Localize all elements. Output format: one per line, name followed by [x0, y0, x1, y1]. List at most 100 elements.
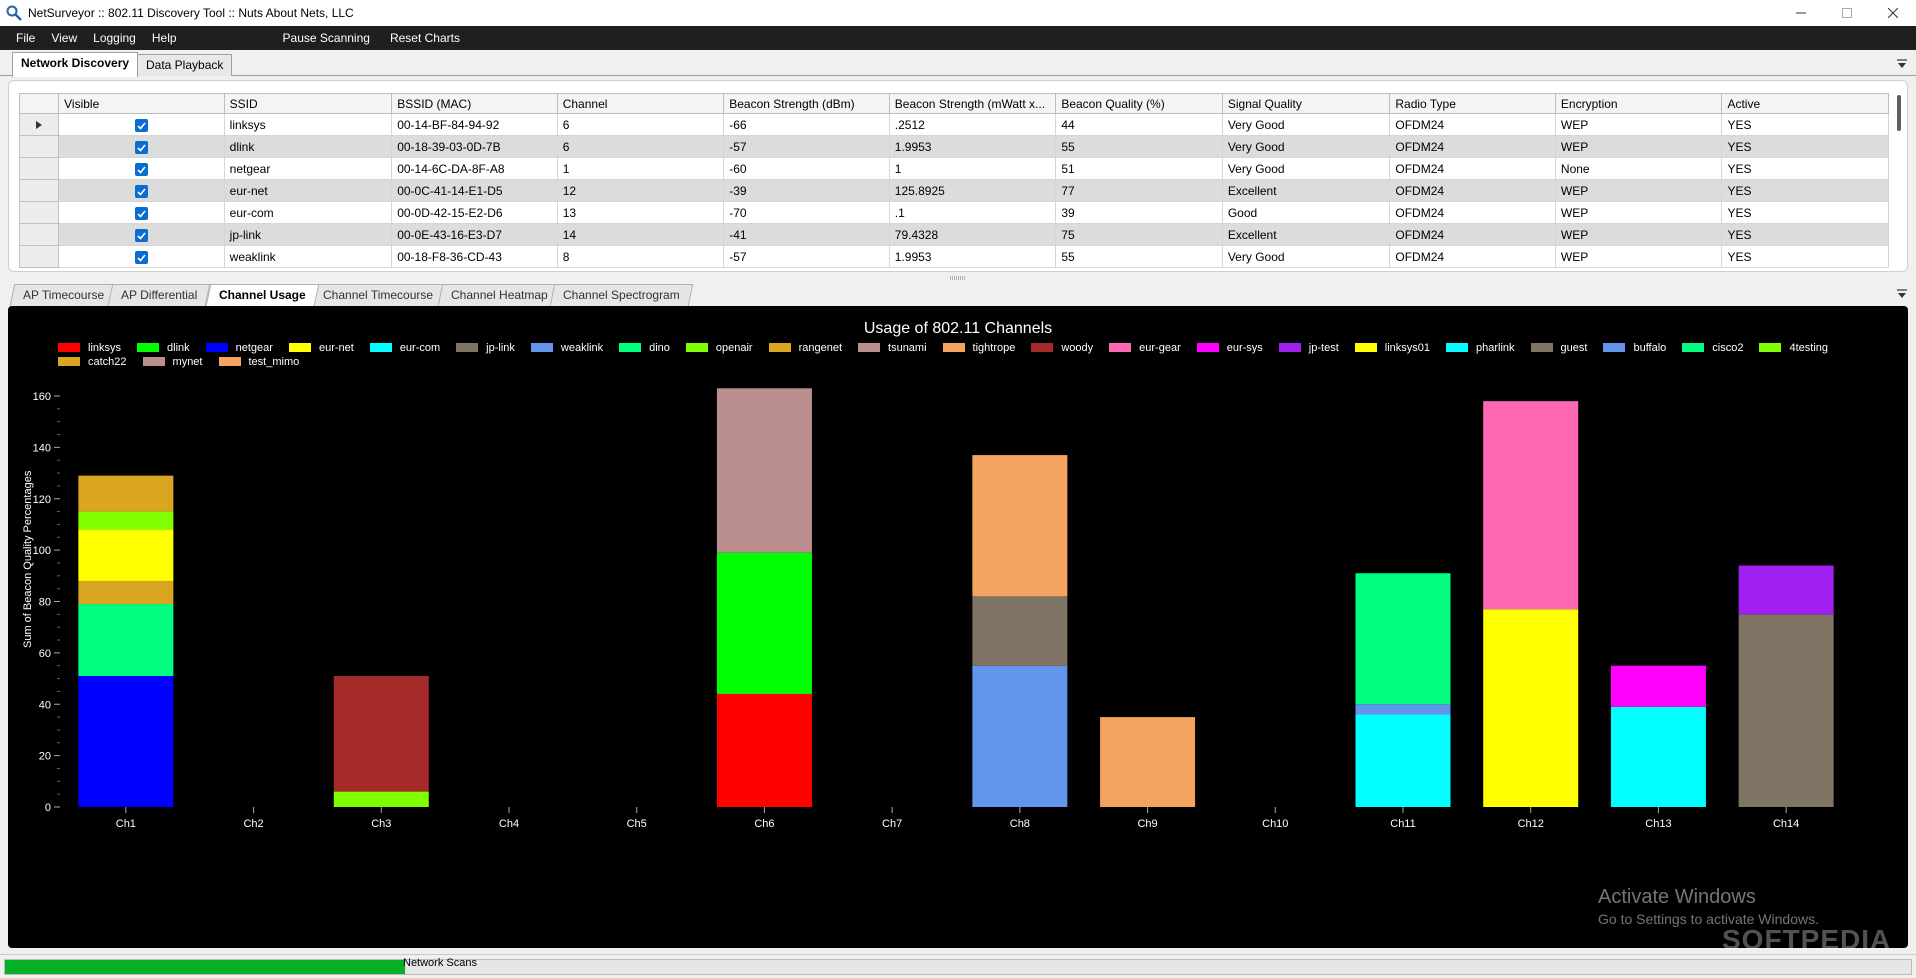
cell-ssid[interactable]: linksys	[223, 113, 393, 136]
row-selector[interactable]	[18, 201, 60, 224]
cell-active[interactable]: YES	[1721, 223, 1889, 246]
table-row[interactable]: linksys 00-14-BF-84-94-92 6 -66 .2512 44…	[18, 113, 1889, 136]
cell-mwatt[interactable]: 79.4328	[888, 223, 1057, 246]
cell-mwatt[interactable]: 1	[888, 157, 1057, 180]
table-row[interactable]: eur-net 00-0C-41-14-E1-D5 12 -39 125.892…	[18, 179, 1889, 202]
cell-dbm[interactable]: -66	[723, 113, 890, 136]
table-row[interactable]: eur-com 00-0D-42-15-E2-D6 13 -70 .1 39 G…	[18, 201, 1889, 224]
cell-ssid[interactable]: eur-net	[223, 179, 393, 202]
visible-checkbox[interactable]	[58, 179, 225, 202]
cell-dbm[interactable]: -41	[723, 223, 890, 246]
splitter-grip-icon[interactable]	[950, 276, 966, 280]
cell-quality[interactable]: 39	[1055, 201, 1223, 224]
cell-radio[interactable]: OFDM24	[1389, 223, 1556, 246]
cell-dbm[interactable]: -70	[723, 201, 890, 224]
visible-checkbox[interactable]	[58, 245, 225, 268]
cell-signal[interactable]: Very Good	[1221, 135, 1391, 158]
table-row[interactable]: dlink 00-18-39-03-0D-7B 6 -57 1.9953 55 …	[18, 135, 1889, 158]
cell-active[interactable]: YES	[1721, 201, 1889, 224]
cell-radio[interactable]: OFDM24	[1389, 135, 1556, 158]
cell-active[interactable]: YES	[1721, 135, 1889, 158]
cell-bssid[interactable]: 00-18-39-03-0D-7B	[391, 135, 558, 158]
cell-dbm[interactable]: -39	[723, 179, 890, 202]
column-header-radio-type[interactable]: Radio Type	[1389, 93, 1556, 114]
visible-checkbox[interactable]	[58, 135, 225, 158]
cell-quality[interactable]: 75	[1055, 223, 1223, 246]
cell-encryption[interactable]: WEP	[1554, 113, 1723, 136]
menu-logging[interactable]: Logging	[93, 31, 136, 45]
cell-channel[interactable]: 1	[556, 157, 725, 180]
cell-encryption[interactable]: WEP	[1554, 223, 1723, 246]
tab-overflow-icon[interactable]	[1896, 58, 1908, 70]
column-header-beacon-quality[interactable]: Beacon Quality (%)	[1055, 93, 1223, 114]
cell-channel[interactable]: 8	[556, 245, 725, 268]
tab-ap-differential[interactable]: AP Differential	[107, 284, 211, 306]
cell-radio[interactable]: OFDM24	[1389, 245, 1556, 268]
visible-checkbox[interactable]	[58, 157, 225, 180]
cell-encryption[interactable]: WEP	[1554, 135, 1723, 158]
cell-channel[interactable]: 13	[556, 201, 725, 224]
cell-bssid[interactable]: 00-14-BF-84-94-92	[391, 113, 558, 136]
table-row[interactable]: weaklink 00-18-F8-36-CD-43 8 -57 1.9953 …	[18, 245, 1889, 268]
cell-ssid[interactable]: dlink	[223, 135, 393, 158]
row-selector[interactable]	[18, 223, 60, 246]
cell-bssid[interactable]: 00-0C-41-14-E1-D5	[391, 179, 558, 202]
column-header-active[interactable]: Active	[1721, 93, 1889, 114]
cell-active[interactable]: YES	[1721, 179, 1889, 202]
pause-scanning-button[interactable]: Pause Scanning	[282, 31, 370, 45]
row-selector[interactable]	[18, 245, 60, 268]
cell-dbm[interactable]: -57	[723, 135, 890, 158]
row-selector[interactable]	[18, 157, 60, 180]
cell-ssid[interactable]: weaklink	[223, 245, 393, 268]
cell-channel[interactable]: 6	[556, 135, 725, 158]
cell-signal[interactable]: Excellent	[1221, 179, 1391, 202]
reset-charts-button[interactable]: Reset Charts	[389, 31, 460, 45]
cell-radio[interactable]: OFDM24	[1389, 113, 1556, 136]
cell-signal[interactable]: Very Good	[1221, 245, 1391, 268]
column-header-bssid[interactable]: BSSID (MAC)	[391, 93, 558, 114]
tab-network-discovery[interactable]: Network Discovery	[12, 52, 139, 77]
menu-file[interactable]: File	[16, 31, 36, 45]
cell-channel[interactable]: 12	[556, 179, 725, 202]
table-row[interactable]: jp-link 00-0E-43-16-E3-D7 14 -41 79.4328…	[18, 223, 1889, 246]
cell-active[interactable]: YES	[1721, 113, 1889, 136]
cell-signal[interactable]: Very Good	[1221, 157, 1391, 180]
column-header-channel[interactable]: Channel	[556, 93, 725, 114]
cell-active[interactable]: YES	[1721, 245, 1889, 268]
cell-ssid[interactable]: netgear	[223, 157, 393, 180]
cell-radio[interactable]: OFDM24	[1389, 179, 1556, 202]
close-button[interactable]	[1870, 0, 1916, 26]
table-row[interactable]: netgear 00-14-6C-DA-8F-A8 1 -60 1 51 Ver…	[18, 157, 1889, 180]
menu-view[interactable]: View	[51, 31, 78, 45]
cell-channel[interactable]: 14	[556, 223, 725, 246]
cell-quality[interactable]: 44	[1055, 113, 1223, 136]
minimize-button[interactable]	[1778, 0, 1824, 26]
cell-encryption[interactable]: None	[1554, 157, 1723, 180]
visible-checkbox[interactable]	[58, 201, 225, 224]
chart-tab-overflow-icon[interactable]	[1896, 288, 1908, 300]
row-selector[interactable]	[18, 113, 60, 136]
tab-data-playback[interactable]: Data Playback	[137, 54, 233, 76]
column-header-signal-quality[interactable]: Signal Quality	[1221, 93, 1391, 114]
menu-help[interactable]: Help	[151, 31, 177, 45]
cell-encryption[interactable]: WEP	[1554, 179, 1723, 202]
visible-checkbox[interactable]	[58, 223, 225, 246]
tab-channel-heatmap[interactable]: Channel Heatmap	[437, 284, 562, 306]
maximize-button[interactable]	[1824, 0, 1870, 26]
cell-bssid[interactable]: 00-0D-42-15-E2-D6	[391, 201, 558, 224]
cell-encryption[interactable]: WEP	[1554, 201, 1723, 224]
column-header-ssid[interactable]: SSID	[223, 93, 393, 114]
cell-quality[interactable]: 55	[1055, 135, 1223, 158]
column-header-beacon-mwatt[interactable]: Beacon Strength (mWatt x...	[888, 93, 1057, 114]
tab-channel-timecourse[interactable]: Channel Timecourse	[309, 284, 447, 306]
cell-bssid[interactable]: 00-18-F8-36-CD-43	[391, 245, 558, 268]
cell-ssid[interactable]: jp-link	[223, 223, 393, 246]
tab-channel-spectrogram[interactable]: Channel Spectrogram	[549, 284, 694, 306]
visible-checkbox[interactable]	[58, 113, 225, 136]
row-selector[interactable]	[18, 135, 60, 158]
cell-radio[interactable]: OFDM24	[1389, 157, 1556, 180]
cell-mwatt[interactable]: 1.9953	[888, 245, 1057, 268]
cell-encryption[interactable]: WEP	[1554, 245, 1723, 268]
row-selector[interactable]	[18, 179, 60, 202]
cell-signal[interactable]: Excellent	[1221, 223, 1391, 246]
